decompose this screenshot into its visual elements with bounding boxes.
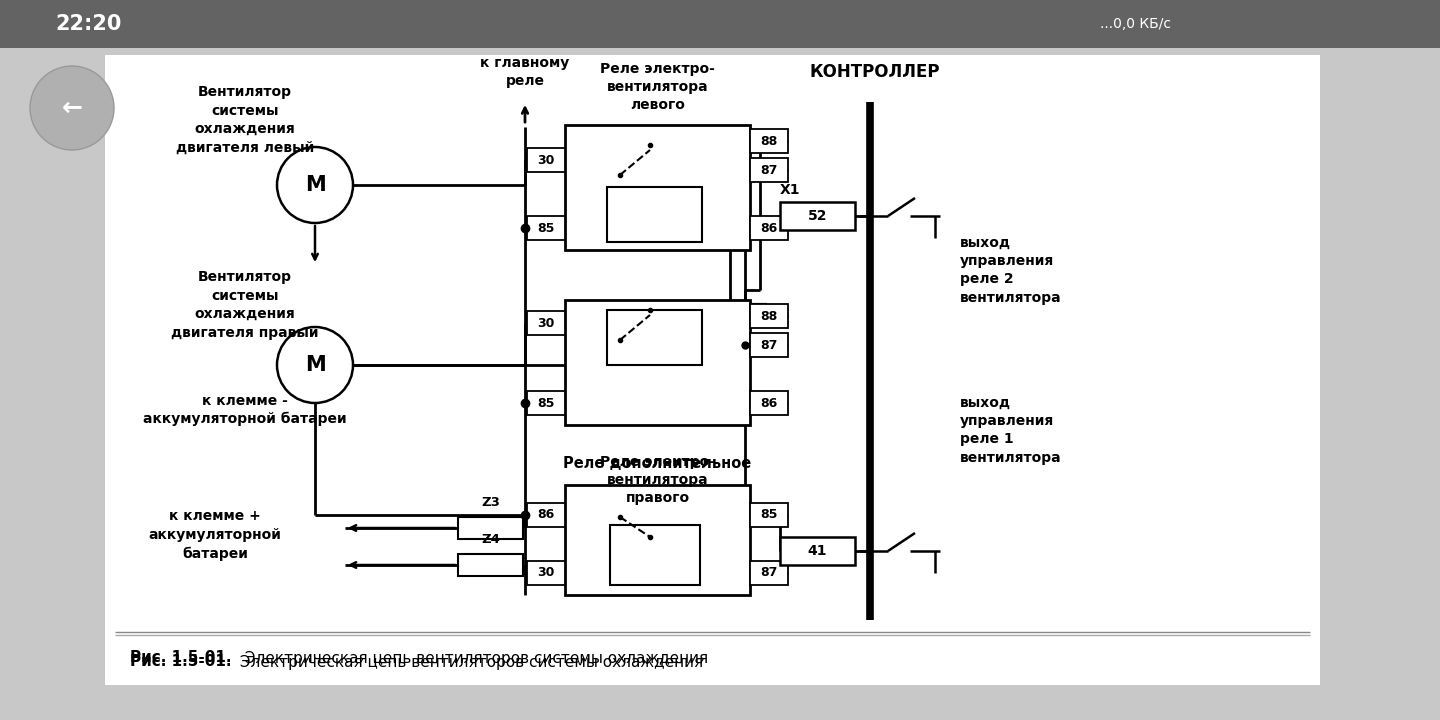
Bar bbox=[564, 485, 750, 595]
Text: Реле электро-
вентилятора
правого: Реле электро- вентилятора правого bbox=[600, 454, 714, 505]
Bar bbox=[527, 311, 564, 335]
Bar bbox=[608, 187, 701, 242]
Bar bbox=[750, 129, 788, 153]
Text: 86: 86 bbox=[760, 222, 778, 235]
Text: 85: 85 bbox=[537, 397, 554, 410]
Text: 85: 85 bbox=[760, 508, 778, 521]
Text: 87: 87 bbox=[760, 338, 778, 351]
Text: 30: 30 bbox=[537, 567, 554, 580]
Text: 22:20: 22:20 bbox=[55, 14, 121, 34]
Text: 85: 85 bbox=[537, 222, 554, 235]
Text: выход
управления
реле 2
вентилятора: выход управления реле 2 вентилятора bbox=[960, 235, 1061, 305]
Bar bbox=[780, 202, 855, 230]
Text: 30: 30 bbox=[537, 153, 554, 166]
Text: 88: 88 bbox=[760, 310, 778, 323]
Text: M: M bbox=[305, 355, 325, 375]
Text: к клемме -
аккумуляторной батареи: к клемме - аккумуляторной батареи bbox=[143, 394, 347, 426]
Bar bbox=[608, 310, 701, 365]
Text: ...0,0 КБ/с: ...0,0 КБ/с bbox=[1100, 17, 1171, 31]
Circle shape bbox=[276, 147, 353, 223]
Text: Вентилятор
системы
охлаждения
двигателя левый: Вентилятор системы охлаждения двигателя … bbox=[176, 86, 314, 155]
Text: выход
управления
реле 1
вентилятора: выход управления реле 1 вентилятора bbox=[960, 395, 1061, 464]
Text: КОНТРОЛЛЕР: КОНТРОЛЛЕР bbox=[809, 63, 940, 81]
Circle shape bbox=[30, 66, 114, 150]
Text: к клемме +
аккумуляторной
батареи: к клемме + аккумуляторной батареи bbox=[148, 509, 281, 561]
Bar bbox=[0, 0, 1440, 48]
Text: Электрическая цепь вентиляторов системы охлаждения: Электрическая цепь вентиляторов системы … bbox=[240, 650, 708, 665]
Text: Электрическая цепь вентиляторов системы охлаждения: Электрическая цепь вентиляторов системы … bbox=[235, 654, 703, 670]
Bar bbox=[750, 561, 788, 585]
Text: 30: 30 bbox=[537, 317, 554, 330]
Bar bbox=[750, 216, 788, 240]
Text: Реле электро-
вентилятора
левого: Реле электро- вентилятора левого bbox=[600, 62, 714, 112]
Text: 87: 87 bbox=[760, 163, 778, 176]
Bar bbox=[750, 158, 788, 182]
Bar bbox=[611, 525, 700, 585]
Text: 86: 86 bbox=[537, 508, 554, 521]
Bar bbox=[527, 148, 564, 172]
Text: 41: 41 bbox=[808, 544, 827, 558]
Bar bbox=[458, 517, 523, 539]
Bar bbox=[750, 503, 788, 527]
Bar bbox=[750, 304, 788, 328]
Bar bbox=[527, 561, 564, 585]
Bar bbox=[564, 125, 750, 250]
Text: Z4: Z4 bbox=[481, 533, 500, 546]
Text: 52: 52 bbox=[808, 209, 827, 223]
Text: Рис. 1.5-01.: Рис. 1.5-01. bbox=[130, 654, 232, 670]
Bar bbox=[105, 55, 1320, 685]
Text: ←: ← bbox=[62, 96, 82, 120]
Bar bbox=[527, 503, 564, 527]
Circle shape bbox=[276, 327, 353, 403]
Text: Реле дополнительное: Реле дополнительное bbox=[563, 456, 752, 470]
Bar bbox=[750, 333, 788, 357]
Text: Z3: Z3 bbox=[481, 496, 500, 509]
Text: Вентилятор
системы
охлаждения
двигателя правый: Вентилятор системы охлаждения двигателя … bbox=[171, 271, 318, 340]
Bar bbox=[527, 216, 564, 240]
Text: Рис. 1.5-01.: Рис. 1.5-01. bbox=[130, 650, 232, 665]
Text: 88: 88 bbox=[760, 135, 778, 148]
Bar bbox=[780, 537, 855, 565]
Bar bbox=[564, 300, 750, 425]
Bar bbox=[527, 391, 564, 415]
Text: M: M bbox=[305, 175, 325, 195]
Text: X1: X1 bbox=[780, 183, 801, 197]
Text: 87: 87 bbox=[760, 567, 778, 580]
Text: 86: 86 bbox=[760, 397, 778, 410]
Bar bbox=[750, 391, 788, 415]
Text: к главному
реле: к главному реле bbox=[481, 56, 570, 88]
Bar bbox=[458, 554, 523, 576]
